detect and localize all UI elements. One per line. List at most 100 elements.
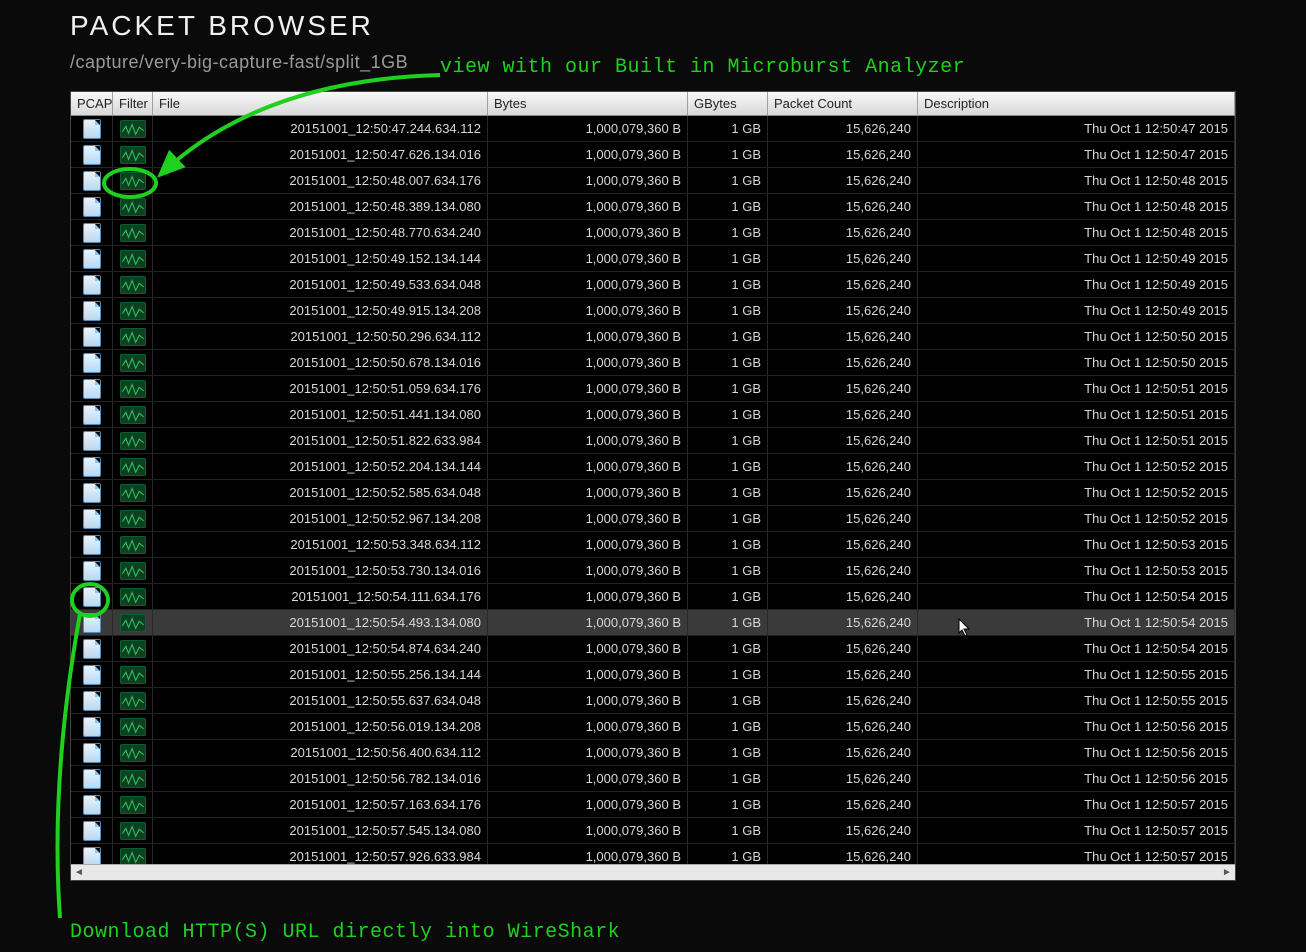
table-row[interactable]: 20151001_12:50:51.059.634.1761,000,079,3… — [71, 376, 1235, 402]
pcap-download-button[interactable] — [71, 532, 113, 557]
table-row[interactable]: 20151001_12:50:57.926.633.9841,000,079,3… — [71, 844, 1235, 864]
filter-analyze-button[interactable] — [113, 740, 153, 765]
horizontal-scrollbar[interactable]: ◄ ► — [71, 864, 1235, 880]
col-header-bytes[interactable]: Bytes — [488, 92, 688, 115]
filter-analyze-button[interactable] — [113, 272, 153, 297]
pcap-download-button[interactable] — [71, 506, 113, 531]
pcap-download-button[interactable] — [71, 376, 113, 401]
filter-analyze-button[interactable] — [113, 350, 153, 375]
col-header-filter[interactable]: Filter — [113, 92, 153, 115]
scroll-right-icon[interactable]: ► — [1219, 865, 1235, 881]
pcap-download-button[interactable] — [71, 818, 113, 843]
table-row[interactable]: 20151001_12:50:56.019.134.2081,000,079,3… — [71, 714, 1235, 740]
pcap-download-button[interactable] — [71, 740, 113, 765]
pcap-download-button[interactable] — [71, 220, 113, 245]
pcap-download-button[interactable] — [71, 558, 113, 583]
pcap-download-button[interactable] — [71, 194, 113, 219]
col-header-packet[interactable]: Packet Count — [768, 92, 918, 115]
table-row[interactable]: 20151001_12:50:50.296.634.1121,000,079,3… — [71, 324, 1235, 350]
filter-analyze-button[interactable] — [113, 428, 153, 453]
filter-analyze-button[interactable] — [113, 376, 153, 401]
table-row[interactable]: 20151001_12:50:57.163.634.1761,000,079,3… — [71, 792, 1235, 818]
table-row[interactable]: 20151001_12:50:51.822.633.9841,000,079,3… — [71, 428, 1235, 454]
pcap-download-button[interactable] — [71, 324, 113, 349]
pcap-download-button[interactable] — [71, 454, 113, 479]
pcap-download-button[interactable] — [71, 662, 113, 687]
filter-analyze-button[interactable] — [113, 116, 153, 141]
pcap-download-button[interactable] — [71, 766, 113, 791]
filter-analyze-button[interactable] — [113, 324, 153, 349]
table-row[interactable]: 20151001_12:50:53.730.134.0161,000,079,3… — [71, 558, 1235, 584]
table-row[interactable]: 20151001_12:50:49.533.634.0481,000,079,3… — [71, 272, 1235, 298]
table-row[interactable]: 20151001_12:50:49.152.134.1441,000,079,3… — [71, 246, 1235, 272]
table-row[interactable]: 20151001_12:50:50.678.134.0161,000,079,3… — [71, 350, 1235, 376]
scroll-track[interactable] — [87, 865, 1219, 880]
filter-analyze-button[interactable] — [113, 610, 153, 635]
table-row[interactable]: 20151001_12:50:55.637.634.0481,000,079,3… — [71, 688, 1235, 714]
table-row[interactable]: 20151001_12:50:48.770.634.2401,000,079,3… — [71, 220, 1235, 246]
table-row[interactable]: 20151001_12:50:52.585.634.0481,000,079,3… — [71, 480, 1235, 506]
filter-analyze-button[interactable] — [113, 558, 153, 583]
table-row[interactable]: 20151001_12:50:55.256.134.1441,000,079,3… — [71, 662, 1235, 688]
pcap-download-button[interactable] — [71, 584, 113, 609]
filter-analyze-button[interactable] — [113, 688, 153, 713]
col-header-file[interactable]: File — [153, 92, 488, 115]
pcap-download-button[interactable] — [71, 298, 113, 323]
pcap-download-button[interactable] — [71, 792, 113, 817]
filter-analyze-button[interactable] — [113, 844, 153, 864]
pcap-download-button[interactable] — [71, 610, 113, 635]
table-row[interactable]: 20151001_12:50:56.400.634.1121,000,079,3… — [71, 740, 1235, 766]
pcap-download-button[interactable] — [71, 350, 113, 375]
filter-analyze-button[interactable] — [113, 402, 153, 427]
filter-analyze-button[interactable] — [113, 584, 153, 609]
filter-analyze-button[interactable] — [113, 454, 153, 479]
pcap-download-button[interactable] — [71, 168, 113, 193]
table-row[interactable]: 20151001_12:50:48.007.634.1761,000,079,3… — [71, 168, 1235, 194]
table-row[interactable]: 20151001_12:50:54.874.634.2401,000,079,3… — [71, 636, 1235, 662]
table-row[interactable]: 20151001_12:50:54.493.134.0801,000,079,3… — [71, 610, 1235, 636]
filter-analyze-button[interactable] — [113, 532, 153, 557]
filter-analyze-button[interactable] — [113, 142, 153, 167]
scroll-left-icon[interactable]: ◄ — [71, 865, 87, 881]
col-header-desc[interactable]: Description — [918, 92, 1235, 115]
table-row[interactable]: 20151001_12:50:47.244.634.1121,000,079,3… — [71, 116, 1235, 142]
pcap-download-button[interactable] — [71, 636, 113, 661]
table-row[interactable]: 20151001_12:50:56.782.134.0161,000,079,3… — [71, 766, 1235, 792]
pcap-download-button[interactable] — [71, 844, 113, 864]
cell-file: 20151001_12:50:54.493.134.080 — [153, 610, 488, 635]
pcap-download-button[interactable] — [71, 428, 113, 453]
table-row[interactable]: 20151001_12:50:54.111.634.1761,000,079,3… — [71, 584, 1235, 610]
table-body[interactable]: 20151001_12:50:47.244.634.1121,000,079,3… — [71, 116, 1235, 864]
table-row[interactable]: 20151001_12:50:48.389.134.0801,000,079,3… — [71, 194, 1235, 220]
filter-analyze-button[interactable] — [113, 298, 153, 323]
filter-analyze-button[interactable] — [113, 714, 153, 739]
table-row[interactable]: 20151001_12:50:52.967.134.2081,000,079,3… — [71, 506, 1235, 532]
table-row[interactable]: 20151001_12:50:51.441.134.0801,000,079,3… — [71, 402, 1235, 428]
pcap-download-button[interactable] — [71, 116, 113, 141]
filter-analyze-button[interactable] — [113, 766, 153, 791]
filter-analyze-button[interactable] — [113, 220, 153, 245]
filter-analyze-button[interactable] — [113, 662, 153, 687]
filter-analyze-button[interactable] — [113, 246, 153, 271]
table-row[interactable]: 20151001_12:50:49.915.134.2081,000,079,3… — [71, 298, 1235, 324]
filter-analyze-button[interactable] — [113, 480, 153, 505]
pcap-download-button[interactable] — [71, 688, 113, 713]
pcap-download-button[interactable] — [71, 402, 113, 427]
table-row[interactable]: 20151001_12:50:57.545.134.0801,000,079,3… — [71, 818, 1235, 844]
filter-analyze-button[interactable] — [113, 168, 153, 193]
pcap-download-button[interactable] — [71, 714, 113, 739]
filter-analyze-button[interactable] — [113, 506, 153, 531]
pcap-download-button[interactable] — [71, 142, 113, 167]
filter-analyze-button[interactable] — [113, 792, 153, 817]
col-header-pcap[interactable]: PCAP — [71, 92, 113, 115]
col-header-gbytes[interactable]: GBytes — [688, 92, 768, 115]
table-row[interactable]: 20151001_12:50:47.626.134.0161,000,079,3… — [71, 142, 1235, 168]
table-row[interactable]: 20151001_12:50:53.348.634.1121,000,079,3… — [71, 532, 1235, 558]
table-row[interactable]: 20151001_12:50:52.204.134.1441,000,079,3… — [71, 454, 1235, 480]
filter-analyze-button[interactable] — [113, 818, 153, 843]
pcap-download-button[interactable] — [71, 480, 113, 505]
filter-analyze-button[interactable] — [113, 636, 153, 661]
pcap-download-button[interactable] — [71, 272, 113, 297]
filter-analyze-button[interactable] — [113, 194, 153, 219]
pcap-download-button[interactable] — [71, 246, 113, 271]
